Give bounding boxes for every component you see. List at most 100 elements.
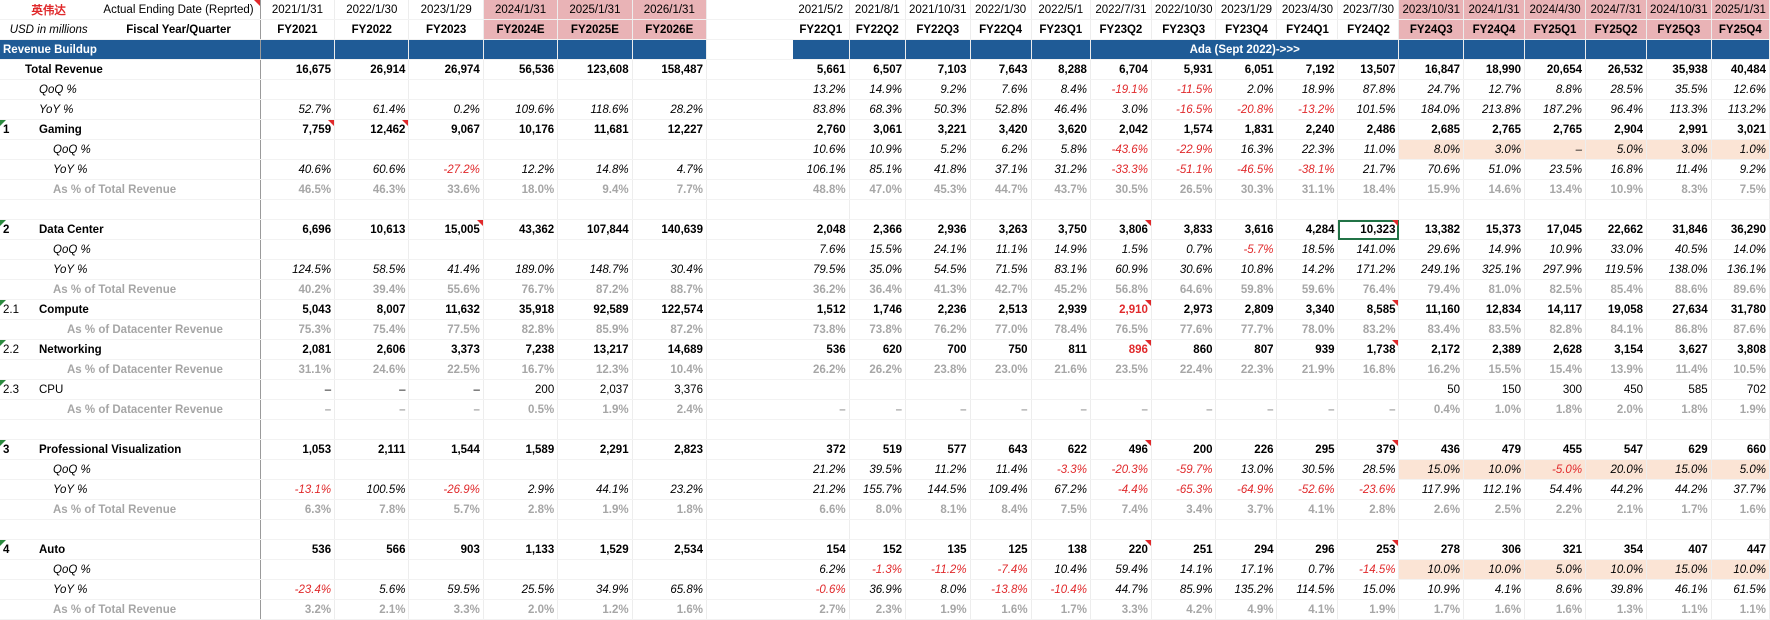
quarter-value[interactable]: 44.7% [1090, 579, 1152, 600]
quarter-value[interactable]: -3.3% [1031, 459, 1091, 480]
quarter-value[interactable]: 13.4% [1524, 179, 1587, 200]
quarter-value[interactable]: 11.2% [905, 459, 971, 480]
annual-value[interactable]: 10,176 [483, 119, 559, 140]
gap-cell[interactable] [706, 0, 750, 20]
gap-cell[interactable] [749, 219, 793, 240]
gap-cell[interactable] [749, 459, 793, 480]
quarter-value[interactable]: 87.8% [1337, 79, 1400, 100]
quarter-value[interactable]: 11.4% [1646, 359, 1712, 380]
quarter-value[interactable]: 83.2% [1337, 319, 1400, 340]
gap-cell[interactable] [749, 19, 793, 40]
quarter-value[interactable]: 4.9% [1215, 599, 1278, 620]
quarter-value[interactable]: 11,160 [1398, 299, 1465, 320]
quarter-value[interactable] [1524, 419, 1587, 440]
quarter-date[interactable]: 2021/8/1 [849, 0, 907, 20]
quarter-value[interactable]: 1.7% [1398, 599, 1465, 620]
quarter-value[interactable]: 85.4% [1585, 279, 1648, 300]
quarter-value[interactable]: 3.4% [1151, 499, 1217, 520]
row-label[interactable]: QoQ % [22, 79, 261, 100]
quarter-value[interactable]: 700 [905, 339, 971, 360]
quarter-value[interactable]: 18.4% [1337, 179, 1400, 200]
annual-value[interactable]: 7.7% [632, 179, 707, 200]
quarter-value[interactable]: 154 [792, 539, 850, 560]
quarter-value[interactable]: 2,809 [1215, 299, 1278, 320]
gap-cell[interactable] [706, 399, 750, 420]
gap-cell[interactable] [749, 559, 793, 580]
quarter-value[interactable]: 41.8% [905, 159, 971, 180]
annual-value[interactable]: – [334, 379, 410, 400]
quarter-value[interactable]: 31.2% [1031, 159, 1091, 180]
quarter-value[interactable]: -11.2% [905, 559, 971, 580]
quarter-value[interactable]: 939 [1276, 339, 1339, 360]
quarter-value[interactable]: 1.9% [1337, 599, 1400, 620]
quarter-value[interactable] [1711, 519, 1770, 540]
gap-cell[interactable] [706, 279, 750, 300]
quarter-date[interactable]: 2025/1/31 [1711, 0, 1770, 20]
annual-value[interactable]: 200 [483, 379, 559, 400]
quarter-value[interactable]: 0.7% [1151, 239, 1217, 260]
quarter-value[interactable]: 2,486 [1337, 119, 1400, 140]
annual-value[interactable] [408, 519, 484, 540]
annual-date[interactable]: 2022/1/30 [334, 0, 410, 20]
quarter-value[interactable]: 76.4% [1337, 279, 1400, 300]
quarter-date[interactable]: 2022/5/1 [1031, 0, 1091, 20]
annual-value[interactable]: 59.5% [408, 579, 484, 600]
quarter-value[interactable]: 8,288 [1031, 59, 1091, 80]
quarter-value[interactable]: 577 [905, 439, 971, 460]
annual-value[interactable] [483, 419, 559, 440]
quarter-value[interactable]: 2,172 [1398, 339, 1465, 360]
quarter-value[interactable]: -13.8% [970, 579, 1032, 600]
quarter-value[interactable]: 150 [1463, 379, 1526, 400]
quarter-period[interactable]: FY23Q4 [1215, 19, 1278, 40]
gap-cell[interactable] [706, 459, 750, 480]
row-label[interactable]: As % of Total Revenue [22, 279, 261, 300]
quarter-value[interactable]: 50 [1398, 379, 1465, 400]
annual-value[interactable]: 1.2% [557, 599, 633, 620]
gap-cell[interactable] [706, 439, 750, 460]
quarter-value[interactable]: 2,366 [849, 219, 907, 240]
annual-value[interactable]: 25.5% [483, 579, 559, 600]
quarter-value[interactable]: 4.1% [1463, 579, 1526, 600]
quarter-value[interactable]: – [1215, 399, 1278, 420]
quarter-value[interactable]: 20,654 [1524, 59, 1587, 80]
quarter-value[interactable]: 7,192 [1276, 59, 1339, 80]
quarter-value[interactable] [970, 419, 1032, 440]
quarter-value[interactable]: 70.6% [1398, 159, 1465, 180]
quarter-value[interactable]: -19.1% [1090, 79, 1152, 100]
annual-value[interactable]: 41.4% [408, 259, 484, 280]
annual-value[interactable] [260, 79, 336, 100]
annual-value[interactable]: 56,536 [483, 59, 559, 80]
gap-cell[interactable] [749, 59, 793, 80]
quarter-value[interactable]: 76.5% [1090, 319, 1152, 340]
quarter-value[interactable]: 14.9% [1031, 239, 1091, 260]
quarter-value[interactable]: 77.6% [1151, 319, 1217, 340]
annual-value[interactable]: 8,007 [334, 299, 410, 320]
gap-cell[interactable] [706, 339, 750, 360]
annual-value[interactable]: -23.4% [260, 579, 336, 600]
gap-cell[interactable] [706, 559, 750, 580]
quarter-value[interactable]: 43.7% [1031, 179, 1091, 200]
annual-value[interactable] [557, 139, 633, 160]
quarter-period[interactable]: FY23Q3 [1151, 19, 1217, 40]
annual-value[interactable]: 109.6% [483, 99, 559, 120]
annual-value[interactable]: 1.9% [557, 399, 633, 420]
quarter-value[interactable] [792, 199, 850, 220]
gap-cell[interactable] [706, 239, 750, 260]
annual-value[interactable]: 58.5% [334, 259, 410, 280]
quarter-value[interactable]: 1.0% [1711, 139, 1770, 160]
annual-value[interactable]: 7,759 [260, 119, 336, 140]
quarter-value[interactable]: 2.5% [1463, 499, 1526, 520]
annual-value[interactable] [408, 559, 484, 580]
quarter-value[interactable]: 26.5% [1151, 179, 1217, 200]
annual-date[interactable]: 2023/1/29 [408, 0, 484, 20]
annual-value[interactable] [334, 519, 410, 540]
row-label[interactable]: Professional Visualization [22, 439, 261, 460]
quarter-value[interactable]: 1.3% [1585, 599, 1648, 620]
quarter-value[interactable]: 3,627 [1646, 339, 1712, 360]
quarter-value[interactable] [1585, 419, 1648, 440]
row-label[interactable]: As % of Total Revenue [22, 179, 261, 200]
quarter-value[interactable] [1463, 199, 1526, 220]
quarter-value[interactable]: -0.6% [792, 579, 850, 600]
quarter-period[interactable]: FY24Q3 [1398, 19, 1465, 40]
quarter-value[interactable]: 82.5% [1524, 279, 1587, 300]
